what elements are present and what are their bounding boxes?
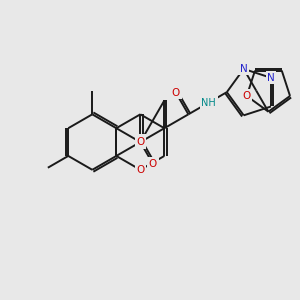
Text: O: O	[136, 165, 145, 175]
Text: O: O	[149, 159, 157, 169]
Text: O: O	[243, 91, 251, 101]
Text: O: O	[136, 137, 145, 147]
Text: N: N	[267, 73, 275, 83]
Text: N: N	[240, 64, 248, 74]
Text: O: O	[136, 136, 145, 146]
Text: NH: NH	[201, 98, 216, 107]
Text: O: O	[172, 88, 180, 98]
